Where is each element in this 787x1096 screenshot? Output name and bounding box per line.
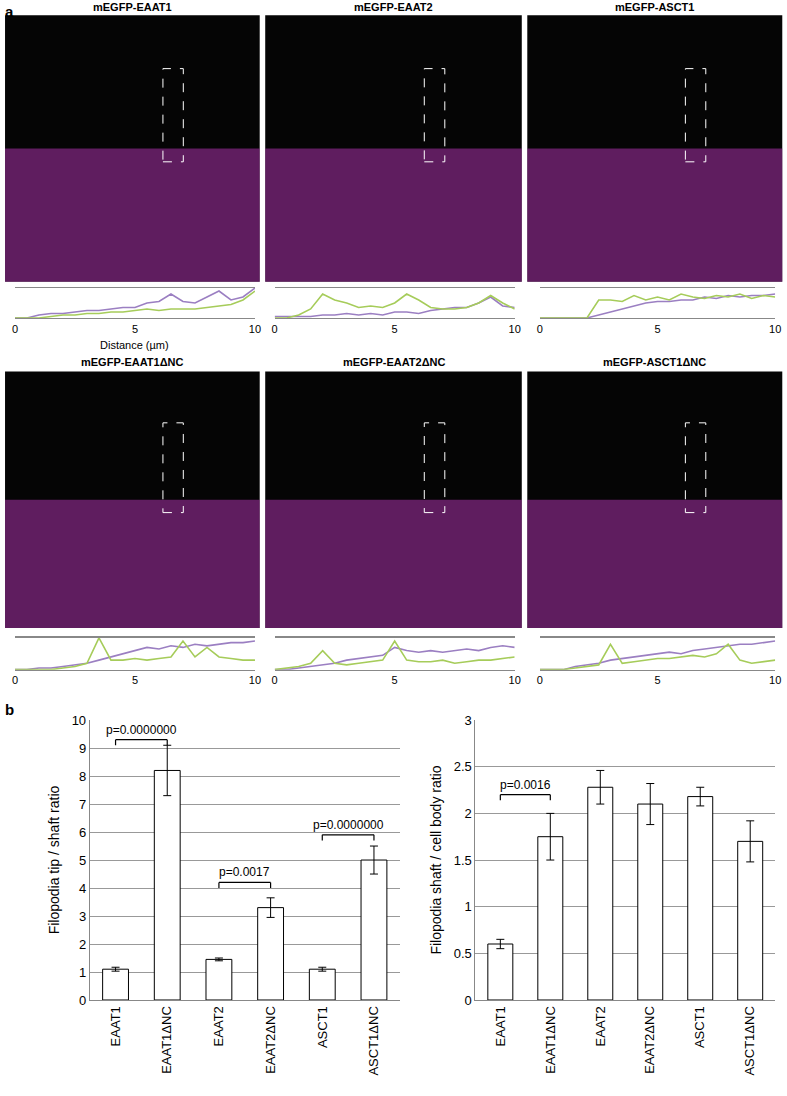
svg-text:2: 2: [79, 937, 86, 952]
svg-text:10: 10: [509, 323, 521, 335]
svg-text:7: 7: [79, 797, 86, 812]
svg-text:5: 5: [132, 323, 138, 335]
svg-text:p=0.0016: p=0.0016: [500, 778, 551, 792]
svg-text:ASCT1: ASCT1: [315, 1006, 330, 1048]
svg-text:EAAT2: EAAT2: [593, 1006, 608, 1046]
svg-text:EAAT1: EAAT1: [493, 1006, 508, 1046]
svg-text:6: 6: [79, 825, 86, 840]
svg-text:2: 2: [465, 806, 472, 821]
svg-text:4: 4: [79, 881, 86, 896]
svg-text:0: 0: [272, 674, 278, 686]
svg-text:2.5: 2.5: [454, 759, 472, 774]
svg-text:0: 0: [12, 674, 18, 686]
svg-text:8: 8: [79, 769, 86, 784]
svg-text:EAAT1ΔNC: EAAT1ΔNC: [543, 1006, 558, 1074]
svg-text:p=0.0000000: p=0.0000000: [313, 818, 384, 832]
svg-text:0: 0: [537, 323, 543, 335]
svg-text:p=0.0017: p=0.0017: [219, 865, 270, 879]
svg-text:EAAT2ΔNC: EAAT2ΔNC: [642, 1006, 657, 1074]
svg-text:mEGFP-EAAT1ΔNC: mEGFP-EAAT1ΔNC: [81, 356, 183, 368]
svg-text:b: b: [5, 701, 14, 718]
svg-text:10: 10: [769, 674, 781, 686]
svg-text:1: 1: [79, 965, 86, 980]
svg-text:EAAT1ΔNC: EAAT1ΔNC: [159, 1006, 174, 1074]
svg-text:10: 10: [249, 674, 261, 686]
svg-text:p=0.0000000: p=0.0000000: [106, 723, 177, 737]
svg-text:1: 1: [465, 899, 472, 914]
svg-text:ASCT1ΔNC: ASCT1ΔNC: [366, 1006, 381, 1075]
svg-text:0: 0: [12, 323, 18, 335]
svg-text:10: 10: [509, 674, 521, 686]
svg-text:10: 10: [249, 323, 261, 335]
svg-text:5: 5: [392, 674, 398, 686]
svg-text:3: 3: [79, 909, 86, 924]
svg-text:EAAT1: EAAT1: [108, 1006, 123, 1046]
svg-text:5: 5: [654, 674, 660, 686]
svg-text:3: 3: [465, 713, 472, 728]
svg-text:9: 9: [79, 741, 86, 756]
svg-text:mEGFP-ASCT1ΔNC: mEGFP-ASCT1ΔNC: [603, 356, 706, 368]
svg-text:0: 0: [272, 323, 278, 335]
svg-text:mEGFP-EAAT2ΔNC: mEGFP-EAAT2ΔNC: [343, 356, 445, 368]
svg-text:Filopodia tip / shaft ratio: Filopodia tip / shaft ratio: [46, 786, 62, 935]
svg-text:5: 5: [392, 323, 398, 335]
svg-text:EAAT2: EAAT2: [211, 1006, 226, 1046]
svg-text:EAAT2ΔNC: EAAT2ΔNC: [263, 1006, 278, 1074]
svg-text:5: 5: [132, 674, 138, 686]
svg-text:ASCT1: ASCT1: [692, 1006, 707, 1048]
svg-text:mEGFP-ASCT1: mEGFP-ASCT1: [615, 1, 694, 13]
svg-text:0.5: 0.5: [454, 946, 472, 961]
svg-text:1.5: 1.5: [454, 853, 472, 868]
svg-text:10: 10: [72, 713, 86, 728]
svg-text:0: 0: [537, 674, 543, 686]
svg-text:mEGFP-EAAT1: mEGFP-EAAT1: [93, 1, 172, 13]
svg-text:Filopodia shaft / cell body ra: Filopodia shaft / cell body ratio: [428, 765, 444, 954]
svg-text:ASCT1ΔNC: ASCT1ΔNC: [742, 1006, 757, 1075]
svg-text:mEGFP-EAAT2: mEGFP-EAAT2: [354, 1, 433, 13]
svg-text:Distance (µm): Distance (µm): [100, 339, 169, 351]
svg-text:10: 10: [769, 323, 781, 335]
svg-text:5: 5: [654, 323, 660, 335]
svg-text:0: 0: [79, 993, 86, 1008]
svg-text:5: 5: [79, 853, 86, 868]
svg-text:a: a: [5, 3, 14, 20]
svg-text:0: 0: [465, 993, 472, 1008]
